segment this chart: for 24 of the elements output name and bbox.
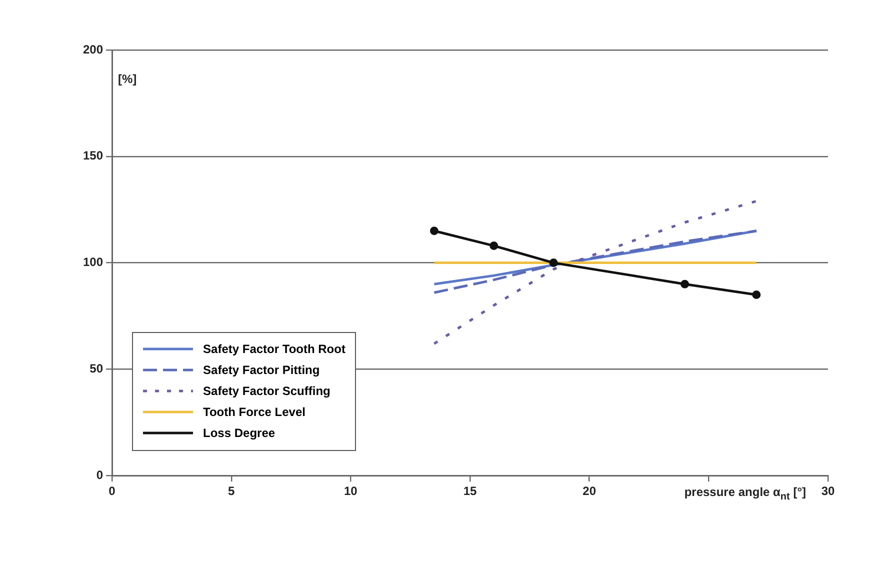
point	[490, 242, 498, 250]
y-tick-label: 100	[82, 255, 104, 270]
y-tick-label: 150	[82, 148, 104, 163]
y-tick-label: 50	[90, 362, 104, 376]
legend-label: Safety Factor Pitting	[203, 363, 320, 378]
point	[680, 280, 690, 288]
point	[549, 258, 558, 268]
point	[430, 226, 438, 236]
y-tick-label: 200	[82, 42, 104, 56]
legend-label: Tooth Force Level	[203, 405, 306, 420]
legend-label: Safety Factor Scuffing	[203, 384, 330, 398]
line-series	[432, 200, 758, 345]
x-tick-label: 0	[108, 484, 116, 498]
legend-label: Loss Degree	[203, 426, 276, 440]
legend-label: Safety Factor Tooth Root	[203, 342, 346, 356]
x-tick-label: 15	[463, 484, 478, 498]
x-tick-label: 5	[228, 484, 236, 498]
point	[752, 290, 761, 299]
x-axis-title: pressure angle α$_{nt}$ [°]	[684, 484, 806, 502]
x-tick-label: 20	[582, 484, 596, 498]
y-axis-title: [%]	[118, 72, 137, 86]
y-tick-label: 0	[96, 468, 104, 482]
x-tick-label: 10	[344, 484, 358, 498]
x-tick-label: 30	[821, 484, 835, 498]
